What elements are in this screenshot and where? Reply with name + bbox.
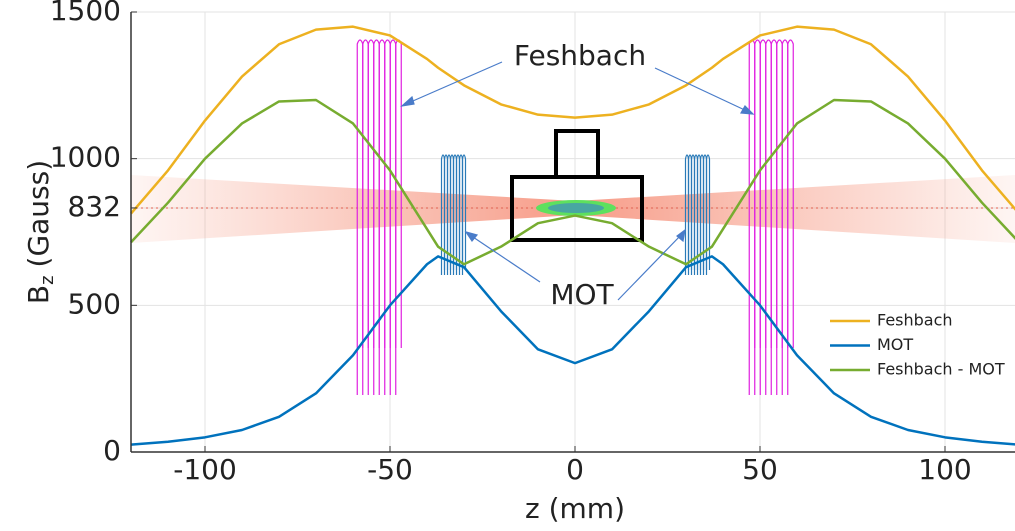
atom-cloud	[548, 203, 604, 213]
chamber-port	[554, 129, 600, 179]
y-axis-label: Bz (Gauss)	[22, 160, 58, 304]
y-tick-label: 1500	[50, 0, 121, 27]
y-label-sub: z	[37, 275, 58, 284]
beam	[575, 175, 1015, 243]
annotation: Feshbach	[514, 39, 646, 72]
beam	[131, 175, 575, 243]
y-tick-label: 500	[68, 287, 121, 320]
plot-area	[130, 25, 1015, 446]
series-line	[130, 255, 1015, 446]
coil-turn	[461, 154, 467, 275]
x-tick-label: 100	[918, 453, 971, 486]
y-tick-label: 0	[103, 434, 121, 467]
legend: Feshbach MOT Feshbach - MOT	[830, 311, 1005, 379]
series-line	[130, 98, 1015, 266]
apparatus	[131, 39, 1015, 395]
y-label-main: B	[22, 285, 55, 304]
legend-label: MOT	[877, 335, 913, 354]
series-line	[130, 25, 1015, 215]
x-tick-label: 50	[742, 453, 778, 486]
legend-label: Feshbach	[877, 311, 953, 330]
coil-turn	[787, 39, 794, 395]
y-tick-label: 832	[68, 190, 121, 223]
x-tick-label: -50	[367, 453, 413, 486]
y-label-unit: (Gauss)	[22, 160, 55, 268]
y-tick-label: 1000	[50, 141, 121, 174]
x-axis-label: z (mm)	[525, 492, 625, 525]
x-tick-label: 0	[566, 453, 584, 486]
coil-turn	[705, 154, 711, 275]
annotation: MOT	[550, 278, 614, 311]
legend-label: Feshbach - MOT	[877, 360, 1005, 379]
x-tick-label: -100	[173, 453, 237, 486]
annotation-arrows	[400, 61, 755, 301]
